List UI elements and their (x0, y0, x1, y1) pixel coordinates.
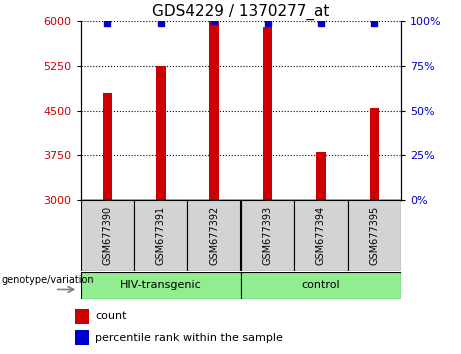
Bar (294, 200, 348, 271)
Bar (102, 93, 112, 200)
Bar (75, 309, 89, 324)
Bar (75, 330, 89, 345)
Text: percentile rank within the sample: percentile rank within the sample (95, 332, 284, 343)
Bar (348, 200, 401, 271)
Bar (134, 200, 188, 271)
Bar (81, 200, 134, 271)
Title: GDS4229 / 1370277_at: GDS4229 / 1370277_at (152, 4, 330, 20)
Text: GSM677395: GSM677395 (369, 206, 379, 265)
Bar (81, 272, 241, 299)
Text: count: count (95, 311, 127, 321)
Bar (241, 272, 401, 299)
Text: GSM677391: GSM677391 (156, 206, 166, 265)
Text: GSM677393: GSM677393 (263, 206, 272, 265)
Text: genotype/variation: genotype/variation (1, 275, 94, 285)
Bar (241, 200, 294, 271)
Text: GSM677394: GSM677394 (316, 206, 326, 265)
Bar (156, 66, 165, 200)
Bar (370, 108, 379, 200)
Bar (263, 27, 272, 200)
Text: HIV-transgenic: HIV-transgenic (120, 280, 201, 290)
Bar (188, 200, 241, 271)
Text: GSM677390: GSM677390 (102, 206, 112, 265)
Text: GSM677392: GSM677392 (209, 206, 219, 265)
Bar (209, 21, 219, 200)
Text: control: control (301, 280, 340, 290)
Bar (316, 152, 326, 200)
